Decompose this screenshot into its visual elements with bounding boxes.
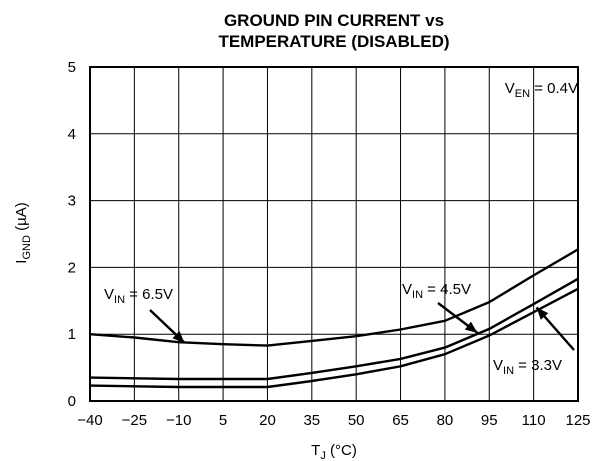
y-tick-label: 1 [68,326,76,343]
series-label-6v5-sub: IN [114,294,125,306]
x-tick-label: 95 [481,412,498,429]
y-tick-label: 0 [68,393,76,410]
y-axis-label: IGND (µA) [13,202,33,263]
x-tick-label: −25 [122,412,147,429]
x-tick-label: 65 [392,412,409,429]
x-tick-labels: −40 −25 −10 5 20 35 50 65 80 95 110 125 [77,412,590,429]
condition-main: V [505,80,515,97]
y-axis-label-main: I [13,260,30,264]
y-tick-label: 2 [68,259,76,276]
series-label-6v5-main: V [104,286,114,303]
series-label-4v5-rest: = 4.5V [423,281,471,298]
series-label-4v5-main: V [402,281,412,298]
x-tick-label: 125 [565,412,590,429]
y-axis-label-rest: (µA) [13,202,30,235]
x-tick-label: 80 [437,412,454,429]
series-line-1 [89,277,579,381]
callout-arrow-head [536,307,549,320]
x-tick-label: 5 [219,412,227,429]
series-label-3v3: VIN = 3.3V [493,357,562,377]
grid [89,66,579,402]
callout-arrow-head [464,321,478,333]
callout-arrows [149,302,575,351]
y-axis-label-sub: GND [21,235,33,260]
x-axis-label-sub: J [320,450,326,461]
y-tick-label: 5 [68,59,76,76]
series-lines [89,248,579,389]
condition-sub: EN [515,88,530,100]
chart-title-line2: TEMPERATURE (DISABLED) [218,32,449,51]
x-tick-label: 35 [303,412,320,429]
chart-title-line1: GROUND PIN CURRENT vs [224,11,444,30]
series-line-0 [89,248,579,347]
series-label-4v5-sub: IN [412,289,423,301]
series-label-6v5: VIN = 6.5V [104,286,173,306]
x-tick-label: 110 [522,412,546,429]
x-tick-label: 20 [259,412,276,429]
callout-arrow-head [172,330,185,343]
x-tick-label: 50 [348,412,365,429]
y-tick-labels: 0 1 2 3 4 5 [68,59,76,410]
plot-frame [89,66,579,402]
series-label-3v3-sub: IN [503,365,514,377]
condition-rest: = 0.4V [530,80,578,97]
series-label-6v5-rest: = 6.5V [125,286,173,303]
x-axis-label: TJ (°C) [311,442,357,461]
series-label-3v3-rest: = 3.3V [514,357,562,374]
series-line-2 [89,287,579,389]
y-tick-label: 3 [68,193,76,210]
series-label-3v3-main: V [493,357,503,374]
x-tick-label: −10 [166,412,191,429]
condition-label: VEN = 0.4V [505,80,578,100]
series-label-4v5: VIN = 4.5V [402,281,471,301]
x-axis-label-rest: (°C) [326,442,357,459]
x-axis-label-main: T [311,442,320,459]
y-tick-label: 4 [68,126,76,143]
x-tick-label: −40 [77,412,102,429]
